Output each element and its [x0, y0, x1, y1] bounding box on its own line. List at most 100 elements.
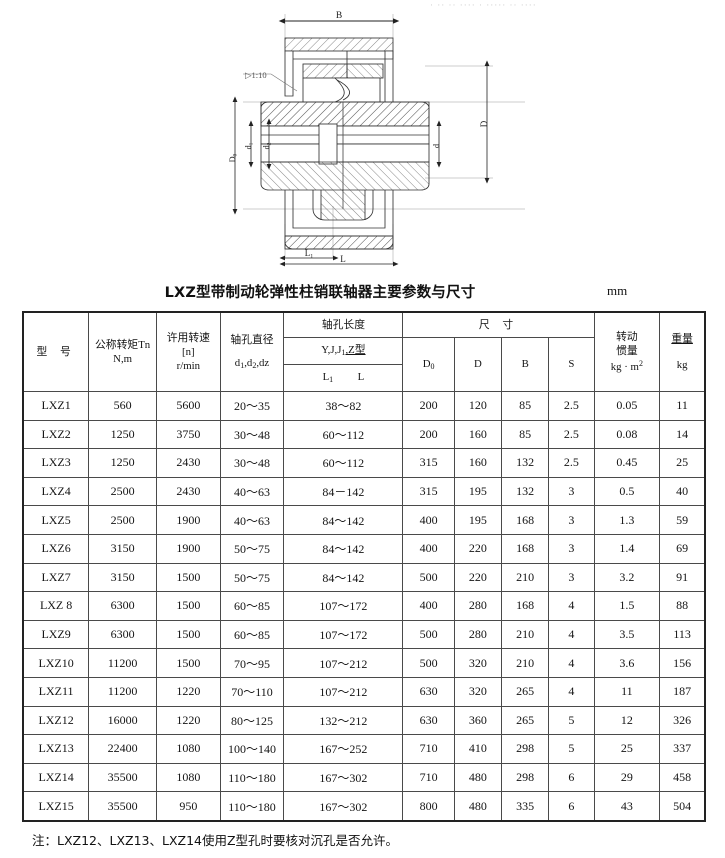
- cell-d0: 400: [402, 505, 455, 535]
- cell-d0: 630: [402, 676, 455, 707]
- cell-inertia: 1.4: [593, 533, 661, 564]
- cell-d: 195: [453, 505, 503, 535]
- cell-speed: 5600: [156, 391, 221, 421]
- cell-torque: 3150: [88, 562, 157, 593]
- cell-speed: 1500: [156, 619, 221, 650]
- cell-d: 160: [453, 419, 503, 450]
- cell-inertia: 11: [593, 676, 661, 707]
- cell-b: 85: [501, 419, 550, 450]
- label-L1: L1: [305, 248, 314, 260]
- table-row: LXZ7 3150 1500 50～75 84～142 500 220 210 3 3.2 91: [22, 562, 706, 593]
- cell-weight: 187: [659, 676, 706, 707]
- cell-model: LXZ7: [22, 562, 90, 593]
- cell-d: 320: [453, 676, 503, 707]
- cell-torque: 35500: [88, 791, 157, 822]
- cell-model: LXZ6: [22, 533, 90, 564]
- cell-b: 132: [501, 476, 550, 507]
- header-row-2: Y,J,J1,Z型 D0 D B S: [23, 337, 705, 392]
- cell-torque: 2500: [88, 505, 157, 535]
- cell-torque: 3150: [88, 533, 157, 564]
- label-D0: D0: [228, 153, 239, 162]
- cell-d0: 400: [402, 533, 455, 564]
- header-bore-length-group: 轴孔长度: [283, 311, 404, 338]
- cell-d0: 710: [402, 762, 455, 793]
- cell-weight: 40: [659, 476, 706, 507]
- cell-speed: 1900: [156, 505, 221, 535]
- cell-s: 5: [548, 734, 595, 764]
- cell-b: 335: [501, 791, 550, 822]
- table-row: LXZ2 1250 3750 30～48 60～112 200 160 85 2.5 0.08 14: [22, 419, 706, 450]
- cell-bore_len: 38～82: [283, 391, 404, 421]
- cell-speed: 3750: [156, 419, 221, 450]
- spec-table-container: 型 号 公称转矩Tn N,m 许用转速 [n] r/min 轴孔直径 d1,d2…: [22, 311, 706, 822]
- cell-inertia: 12: [593, 705, 661, 736]
- cell-d0: 710: [402, 734, 455, 764]
- header-model: 型 号: [22, 311, 90, 392]
- cell-s: 6: [548, 791, 595, 822]
- header-bore-length-L1-L: L1 L: [283, 364, 404, 392]
- cell-b: 265: [501, 676, 550, 707]
- cell-d: 360: [453, 705, 503, 736]
- table-row: LXZ10 11200 1500 70～95 107～212 500 320 210 4 3.6 1…: [22, 648, 706, 678]
- cell-d0: 500: [402, 619, 455, 650]
- cell-inertia: 1.3: [593, 505, 661, 535]
- cell-b: 210: [501, 619, 550, 650]
- cell-s: 3: [548, 533, 595, 564]
- cell-b: 168: [501, 505, 550, 535]
- cell-model: LXZ4: [22, 476, 90, 507]
- header-weight: 重量 kg: [659, 311, 706, 392]
- cell-bore_len: 84～142: [283, 562, 404, 593]
- cell-bore_dia: 60～85: [219, 619, 285, 650]
- cell-inertia: 3.2: [593, 562, 661, 593]
- table-row: LXZ12 16000 1220 80～125 132～212 630 360 265 5 12 3…: [22, 705, 706, 736]
- cell-b: 85: [501, 391, 550, 421]
- cell-bore_len: 107～212: [283, 676, 404, 707]
- table-row: LXZ5 2500 1900 40～63 84～142 400 195 168 3 1.3 59: [22, 505, 706, 535]
- cell-weight: 59: [659, 505, 706, 535]
- cell-weight: 504: [659, 791, 706, 822]
- cell-torque: 16000: [88, 705, 157, 736]
- table-row: LXZ11 11200 1220 70～110 107～212 630 320 265 4 11 1…: [22, 676, 706, 707]
- header-bore-diameter: 轴孔直径 d1,d2,dz: [219, 311, 285, 392]
- cell-weight: 91: [659, 562, 706, 593]
- cell-d: 410: [453, 734, 503, 764]
- cell-inertia: 0.05: [593, 391, 661, 421]
- table-row: LXZ 8 6300 1500 60～85 107～172 400 280 168 4 1.5 88: [22, 591, 706, 621]
- label-D: D: [479, 120, 489, 127]
- cell-speed: 2430: [156, 476, 221, 507]
- cell-d0: 200: [402, 419, 455, 450]
- cell-d0: 500: [402, 562, 455, 593]
- cell-bore_len: 84－142: [283, 476, 404, 507]
- title-row: LXZ型带制动轮弹性柱销联轴器主要参数与尺寸 mm: [0, 281, 725, 303]
- cell-model: LXZ12: [22, 705, 90, 736]
- cell-d: 220: [453, 562, 503, 593]
- cell-speed: 1500: [156, 591, 221, 621]
- table-row: LXZ14 35500 1080 110～180 167～302 710 480 298 6 29…: [22, 762, 706, 793]
- cell-d0: 500: [402, 648, 455, 678]
- cell-bore_dia: 30～48: [219, 448, 285, 478]
- top-cutoff-text: · ·· ·· ···· · ····· ·· ····: [430, 0, 537, 10]
- cell-weight: 326: [659, 705, 706, 736]
- cell-d: 480: [453, 791, 503, 822]
- cell-s: 5: [548, 705, 595, 736]
- cell-weight: 88: [659, 591, 706, 621]
- table-row: LXZ15 35500 950 110～180 167～302 800 480 335 6 43 5…: [22, 791, 706, 822]
- cell-s: 4: [548, 591, 595, 621]
- header-row-1: 型 号 公称转矩Tn N,m 许用转速 [n] r/min 轴孔直径 d1,d2…: [22, 311, 706, 392]
- cell-model: LXZ15: [22, 791, 90, 822]
- header-torque: 公称转矩Tn N,m: [88, 311, 157, 392]
- cell-speed: 1080: [156, 734, 221, 764]
- header-D: D: [453, 337, 503, 392]
- label-d: d: [432, 144, 441, 148]
- table-row: LXZ9 6300 1500 60～85 107～172 500 280 210 4 3.5 113: [22, 619, 706, 650]
- cell-bore_len: 107～212: [283, 648, 404, 678]
- cell-b: 265: [501, 705, 550, 736]
- table-header: 型 号 公称转矩Tn N,m 许用转速 [n] r/min 轴孔直径 d1,d2…: [22, 311, 706, 392]
- cell-bore_len: 60～112: [283, 448, 404, 478]
- cell-inertia: 0.5: [593, 476, 661, 507]
- cell-d0: 315: [402, 448, 455, 478]
- cell-model: LXZ13: [22, 734, 90, 764]
- table-row: LXZ6 3150 1900 50～75 84～142 400 220 168 3 1.4 69: [22, 533, 706, 564]
- cell-bore_dia: 110～180: [219, 791, 285, 822]
- cell-bore_dia: 50～75: [219, 562, 285, 593]
